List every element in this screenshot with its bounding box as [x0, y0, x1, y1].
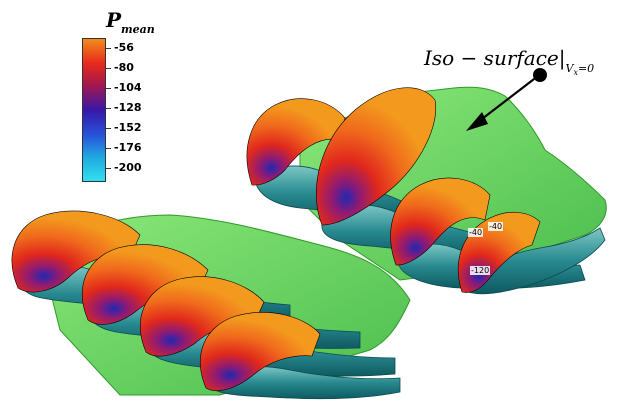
color-legend: Pmean -56 -80 -104 -128 -152 -176 -200 [70, 8, 180, 188]
legend-label: -104 [114, 81, 142, 94]
legend-label: -200 [114, 161, 142, 174]
legend-label: -128 [114, 101, 142, 114]
pressure-slice-upper-2 [316, 87, 437, 226]
pressure-slice-upper-3 [390, 177, 491, 266]
legend-label: -152 [114, 121, 142, 134]
lower-blade-group [11, 210, 411, 400]
contour-label: -120 [470, 266, 491, 275]
pressure-slice-lower-1 [11, 210, 141, 293]
legend-tick [106, 88, 111, 89]
upper-blade-group [246, 86, 607, 295]
legend-tick [106, 168, 111, 169]
pressure-slice-lower-4 [199, 312, 321, 391]
legend-label: -80 [114, 61, 134, 74]
pressure-slice-upper-1 [246, 98, 346, 186]
legend-tick [106, 148, 111, 149]
contour-label: -40 [468, 228, 484, 237]
legend-tick [106, 128, 111, 129]
pressure-slice-lower-2 [81, 244, 209, 325]
legend-label: -56 [114, 41, 134, 54]
legend-tick [106, 108, 111, 109]
annotation-arrow-line [477, 75, 539, 123]
annotation-arrowhead [466, 112, 488, 131]
legend-colorbar [82, 38, 106, 182]
iso-surface-annotation: Iso − surface|Vx=0 [424, 46, 595, 77]
contour-label: -40 [488, 222, 504, 231]
legend-tick [106, 48, 111, 49]
legend-title: Pmean [106, 8, 155, 36]
legend-tick [106, 68, 111, 69]
pressure-slice-lower-3 [139, 276, 265, 357]
legend-label: -176 [114, 141, 142, 154]
annotation-anchor-dot [533, 68, 547, 82]
